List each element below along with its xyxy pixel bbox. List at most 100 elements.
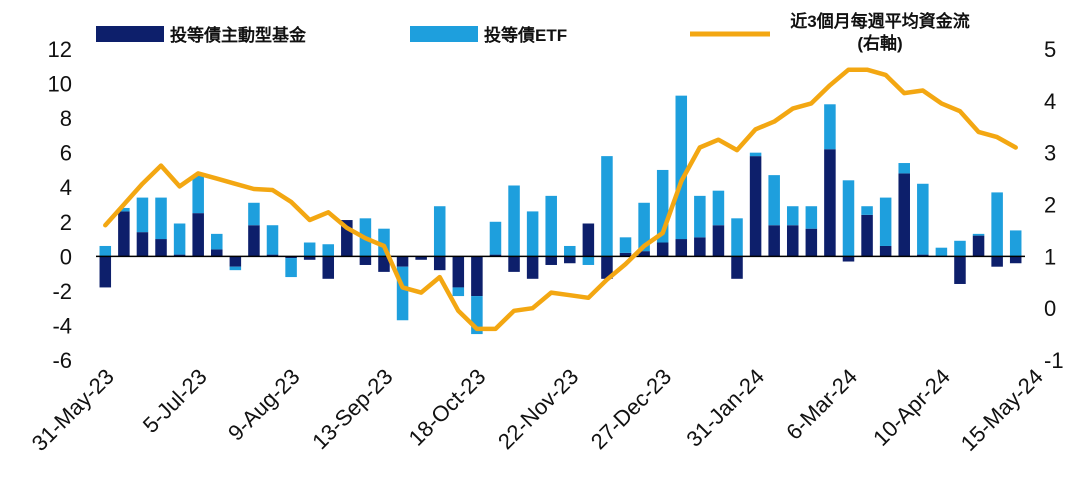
bar-etf	[1009, 230, 1022, 257]
bar-active-fund	[396, 256, 409, 267]
x-axis-tick-label: 6-Mar-24	[781, 364, 862, 445]
bar-active-fund	[1009, 256, 1022, 264]
right-axis-tick-label: 0	[1044, 296, 1056, 321]
bar-etf	[861, 206, 873, 215]
bar-etf	[99, 245, 112, 257]
bar-active-fund	[712, 225, 725, 257]
bar-active-fund	[805, 228, 818, 257]
bar-etf	[396, 266, 409, 321]
bar-etf	[545, 195, 557, 257]
bar-etf	[136, 197, 149, 233]
bar-etf	[582, 256, 595, 265]
left-axis-tick-label: -2	[52, 279, 72, 304]
bar-active-fund	[211, 249, 223, 257]
bar-etf	[285, 258, 297, 278]
rolling-avg-series	[103, 67, 1018, 332]
bar-active-fund	[731, 256, 743, 279]
bar-etf	[433, 206, 446, 257]
legend-swatch-active-fund	[96, 26, 164, 42]
bar-active-fund	[768, 225, 780, 257]
bar-etf	[378, 228, 390, 257]
bar-etf	[638, 202, 650, 252]
bar-active-fund	[359, 256, 372, 265]
bar-active-fund	[675, 239, 688, 257]
bar-active-fund	[545, 256, 557, 265]
bar-etf	[619, 237, 632, 253]
bar-active-fund	[378, 256, 390, 272]
x-axis-tick-label: 27-Dec-23	[586, 364, 676, 454]
bar-etf	[694, 195, 706, 238]
bar-active-fund	[582, 223, 595, 257]
bar-etf	[526, 211, 539, 257]
right-axis-tick-label: 5	[1044, 37, 1056, 62]
bar-active-fund	[842, 256, 855, 262]
legend-label-right-axis-note: (右軸)	[857, 33, 902, 53]
bar-etf	[452, 287, 465, 297]
x-axis-tick-label: 5-Jul-23	[138, 364, 212, 438]
legend-label-active-fund: 投等債主動型基金	[170, 25, 307, 45]
bar-etf	[991, 192, 1003, 257]
bar-active-fund	[526, 256, 539, 279]
bar-active-fund	[341, 220, 353, 257]
bar-etf	[731, 218, 743, 257]
bar-active-fund	[656, 242, 669, 257]
x-axis-tick-label: 31-May-23	[27, 364, 119, 456]
bar-etf	[917, 183, 929, 255]
bar-active-fund	[564, 256, 576, 264]
right-axis-tick-label: -1	[1044, 348, 1064, 373]
bar-etf	[675, 95, 688, 240]
bar-etf	[824, 104, 836, 150]
bar-active-fund	[694, 237, 706, 257]
bar-active-fund	[99, 256, 112, 288]
bar-active-fund	[954, 256, 966, 284]
bar-active-fund	[173, 254, 186, 257]
x-axis-tick-label: 18-Oct-23	[404, 364, 491, 451]
bar-active-fund	[601, 256, 613, 279]
bar-active-fund	[452, 256, 465, 288]
bar-etf	[211, 233, 223, 250]
bar-active-fund	[917, 254, 929, 257]
bar-etf	[322, 244, 335, 257]
legend-label-etf: 投等債ETF	[484, 25, 567, 45]
bar-etf	[786, 206, 799, 226]
legend-swatch-etf	[410, 26, 478, 42]
bar-etf	[954, 240, 966, 257]
bar-active-fund	[322, 256, 335, 279]
left-axis: 12 10 8 6 4 2 0 -2 -4 -6	[48, 37, 72, 373]
bar-active-fund	[415, 256, 427, 260]
bar-active-fund	[972, 235, 985, 257]
left-axis-tick-label: 0	[60, 244, 72, 269]
left-axis-tick-label: -6	[52, 348, 72, 373]
bar-etf	[768, 175, 780, 226]
bar-active-fund	[879, 245, 892, 257]
legend-label-rolling-avg: 近3個月每週平均資金流	[790, 11, 969, 31]
bar-etf	[805, 206, 818, 229]
legend: 投等債主動型基金 投等債ETF 近3個月每週平均資金流 (右軸)	[96, 11, 970, 53]
right-axis-tick-label: 4	[1044, 89, 1056, 114]
bar-etf	[471, 296, 483, 335]
bar-active-fund	[749, 156, 762, 257]
right-axis: 5 4 3 2 1 0 -1	[1044, 37, 1064, 373]
bar-active-fund	[471, 256, 483, 297]
bar-active-fund	[508, 256, 520, 272]
bar-etf	[879, 197, 892, 246]
right-axis-tick-label: 1	[1044, 244, 1056, 269]
bar-active-fund	[898, 173, 910, 257]
bar-etf	[303, 242, 316, 257]
left-axis-tick-label: 2	[60, 210, 72, 235]
bar-active-fund	[118, 211, 130, 257]
bar-etf	[118, 207, 130, 212]
bar-etf	[489, 221, 502, 255]
bar-etf	[712, 190, 725, 226]
bar-active-fund	[786, 225, 799, 257]
bar-active-fund	[136, 232, 149, 257]
bar-etf	[192, 175, 204, 214]
left-axis-tick-label: 6	[60, 141, 72, 166]
bar-etf	[229, 266, 242, 271]
bar-active-fund	[229, 256, 242, 267]
bar-etf	[155, 197, 167, 240]
left-axis-tick-label: 4	[60, 175, 72, 200]
bar-etf	[248, 202, 260, 226]
bar-etf	[508, 185, 520, 257]
